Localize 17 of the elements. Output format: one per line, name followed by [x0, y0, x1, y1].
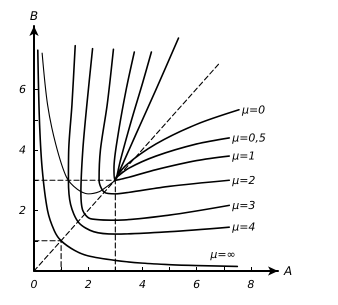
y-tick-label: 6	[19, 83, 26, 96]
x-tick-label: 2	[84, 278, 92, 291]
series-label: μ=0	[240, 103, 266, 116]
y-axis-title: B	[30, 9, 38, 23]
x-tick-label: 6	[193, 278, 200, 291]
x-tick-label: 8	[247, 278, 254, 291]
series-label: μ=∞	[209, 248, 236, 261]
series-label: μ=4	[231, 220, 256, 234]
x-tick-label: 4	[138, 278, 146, 291]
series-label: μ=0,5	[231, 131, 266, 144]
x-tick-label: 0	[30, 278, 38, 291]
series-label: μ=1	[231, 150, 256, 163]
y-tick-label: 2	[19, 204, 26, 218]
series-label: μ=3	[231, 198, 256, 212]
series-label: μ=2	[231, 174, 256, 187]
y-tick-label: 4	[19, 144, 26, 157]
x-axis-title: A	[283, 264, 292, 278]
